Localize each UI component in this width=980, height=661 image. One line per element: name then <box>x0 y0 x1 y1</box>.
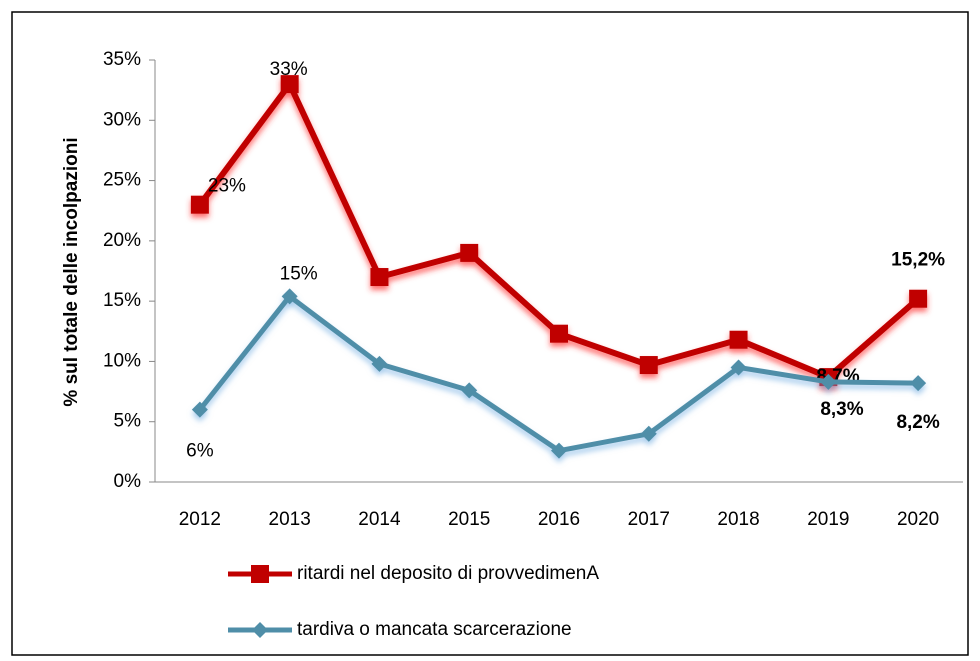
data-label: 15,2% <box>891 250 945 271</box>
data-point <box>551 442 567 459</box>
data-label: 6% <box>186 441 214 462</box>
data-point <box>639 356 658 375</box>
series-group <box>190 75 928 387</box>
x-tick-label: 2015 <box>448 509 490 530</box>
chart-border <box>11 11 969 656</box>
data-point <box>640 425 657 442</box>
data-point <box>190 195 209 214</box>
data-label: 15% <box>280 263 318 284</box>
y-tick-label: 10% <box>103 350 141 371</box>
series-line <box>197 293 919 454</box>
data-point <box>461 382 478 399</box>
x-tick-label: 2019 <box>807 509 849 530</box>
data-point <box>371 355 388 372</box>
y-tick-label: 35% <box>103 49 141 70</box>
data-label: 33% <box>270 59 308 80</box>
data-point <box>729 330 748 349</box>
data-point <box>910 375 927 392</box>
data-point <box>191 401 208 418</box>
data-point <box>730 359 747 376</box>
x-tick-label: 2016 <box>538 509 580 530</box>
x-tick-label: 2012 <box>179 509 221 530</box>
y-axis-label: % sul totale delle incolpazioni <box>61 137 82 406</box>
x-tick-label: 2017 <box>628 509 670 530</box>
data-point <box>909 289 928 308</box>
data-label: 8,3% <box>820 399 863 420</box>
x-tick-label: 2013 <box>269 509 311 530</box>
y-tick-label: 20% <box>103 230 141 251</box>
data-point <box>370 268 389 287</box>
y-tick-label: 15% <box>103 290 141 311</box>
data-point <box>281 288 298 305</box>
data-label: 8,2% <box>896 412 939 433</box>
y-tick-label: 25% <box>103 170 141 191</box>
y-tick-label: 0% <box>114 471 142 492</box>
data-point <box>280 75 299 94</box>
x-tick-label: 2018 <box>717 509 759 530</box>
data-label: 23% <box>208 176 246 197</box>
data-point <box>460 243 479 262</box>
y-tick-label: 30% <box>103 109 141 130</box>
series-group <box>191 288 927 459</box>
legend-label: ritardi nel deposito di provvedimenA <box>297 563 599 584</box>
data-point <box>820 373 837 390</box>
x-tick-label: 2020 <box>897 509 939 530</box>
data-point <box>550 324 568 343</box>
legend-marker <box>251 565 269 583</box>
legend-label: tardiva o mancata scarcerazione <box>297 619 572 640</box>
y-tick-label: 5% <box>114 411 142 432</box>
x-tick-label: 2014 <box>358 509 401 530</box>
legend-marker <box>252 622 268 638</box>
